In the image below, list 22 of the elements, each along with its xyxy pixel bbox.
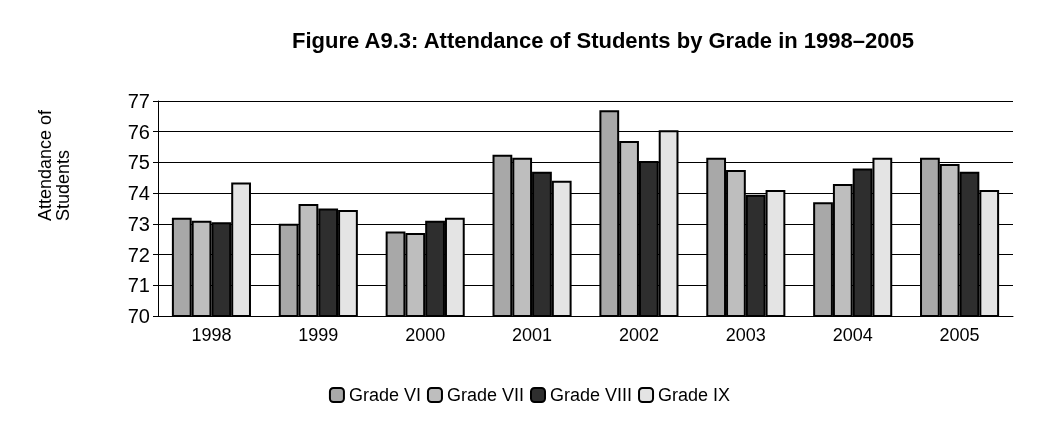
x-tick-label: 2005 [939,325,980,345]
x-tick-label: 2002 [618,325,659,345]
x-tick-label: 1998 [191,325,232,345]
y-tick-label: 73 [127,212,150,235]
legend-label: Grade VIII [550,385,633,405]
x-tick-label: 2004 [832,325,873,345]
y-tick-label: 75 [127,151,150,174]
y-tick-label: 72 [127,243,150,266]
y-tick-label: 71 [127,274,150,297]
legend-label: Grade IX [658,385,731,405]
legend-label: Grade VII [446,385,525,405]
legend-label: Grade VI [348,385,421,405]
chart-title: Figure A9.3: Attendance of Students by Grade in 1998–2005 [292,27,914,53]
y-tick-label: 74 [127,182,150,205]
x-tick-label: 2000 [405,325,446,345]
x-tick-label: 2001 [512,325,553,345]
y-axis-title: Attendance of Students [35,104,73,222]
y-tick-label: 77 [127,90,150,112]
x-tick-label: 1999 [298,325,339,345]
y-tick-label: 76 [127,120,150,143]
y-tick-label: 70 [127,305,150,327]
x-tick-label: 2003 [725,325,766,345]
